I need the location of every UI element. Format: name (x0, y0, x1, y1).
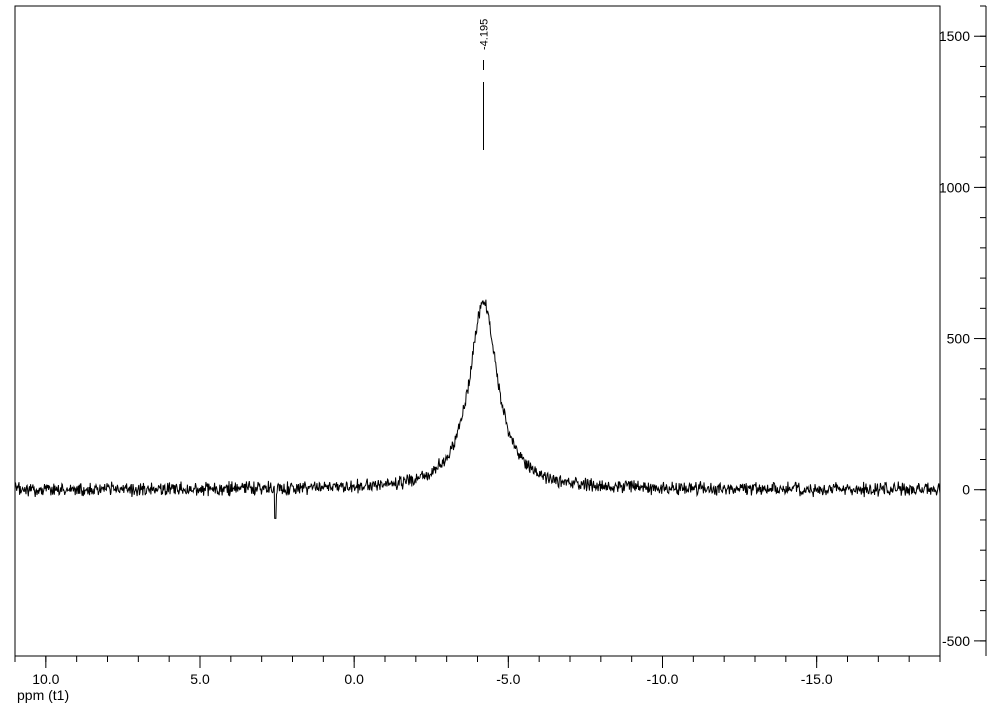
y-tick-label: 500 (947, 331, 971, 347)
peak-label: -4.195 (479, 19, 491, 50)
x-axis-label: ppm (t1) (17, 687, 69, 703)
x-tick-label: 0.0 (344, 671, 364, 687)
x-tick-label: -10.0 (647, 671, 679, 687)
y-tick-label: -500 (942, 633, 970, 649)
y-axis-ticks: -500 0 500 1000 1500 (939, 6, 986, 656)
x-tick-label: -15.0 (801, 671, 833, 687)
plot-border (15, 6, 940, 656)
x-tick-label: 10.0 (32, 671, 59, 687)
y-tick-label: 1000 (939, 179, 970, 195)
spectrum-trace (15, 300, 940, 519)
x-tick-label: 5.0 (190, 671, 210, 687)
y-tick-label: 1500 (939, 28, 970, 44)
y-tick-label: 0 (962, 482, 970, 498)
nmr-spectrum-chart: 10.0 5.0 0.0 -5.0 -10.0 -15.0 -500 0 500 1000 150… (0, 0, 1000, 726)
x-axis-ticks: 10.0 5.0 0.0 -5.0 -10.0 -15.0 (15, 656, 940, 687)
x-tick-label: -5.0 (496, 671, 520, 687)
